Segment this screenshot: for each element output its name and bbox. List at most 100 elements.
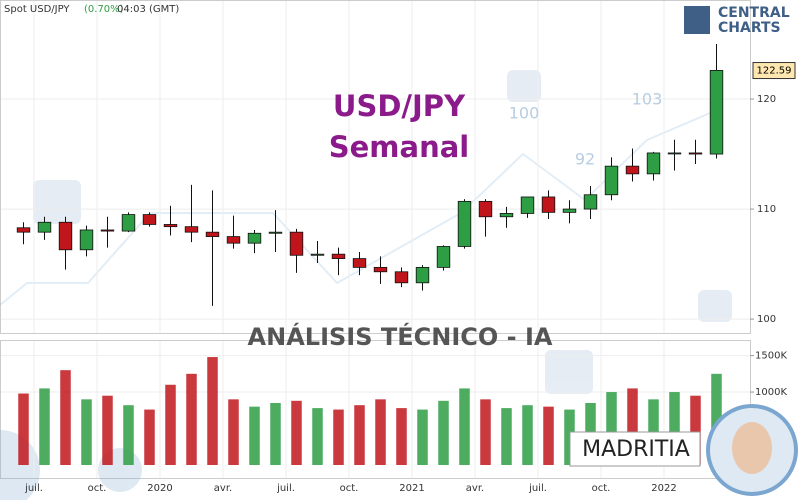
x-tick-label: avr. <box>466 483 484 494</box>
candle-body <box>436 246 451 268</box>
background-label: 103 <box>632 90 663 109</box>
candle-body <box>667 152 682 155</box>
candle-body <box>541 196 556 213</box>
volume-bar <box>333 409 344 465</box>
candle-body <box>394 271 409 284</box>
volume-bar <box>39 388 50 465</box>
candle-body <box>709 70 724 155</box>
volume-bar <box>60 370 71 465</box>
icon <box>507 70 541 102</box>
candle-body <box>583 194 598 210</box>
brand: CENTRAL <box>718 5 790 21</box>
volume-bar <box>270 403 281 465</box>
volume-bar <box>396 408 407 465</box>
candle-body <box>352 258 367 268</box>
candle-body <box>415 266 430 284</box>
banner: ANÁLISIS TÉCNICO - IA <box>248 322 553 351</box>
volume-bar <box>123 405 134 465</box>
icon <box>33 180 81 224</box>
volume-bar <box>228 399 239 465</box>
x-tick-label: 2020 <box>147 483 172 494</box>
volume-bar <box>543 406 554 465</box>
candle-body <box>562 208 577 213</box>
chart-subtitle: Semanal <box>329 130 470 164</box>
candle-body <box>289 231 304 256</box>
signature: MADRITIA <box>582 437 690 462</box>
last-price-label: 122.59 <box>757 66 792 77</box>
volume-bar <box>207 357 218 465</box>
volume-bar <box>711 373 722 465</box>
volume-bar <box>501 408 512 465</box>
volume-bar <box>459 388 470 465</box>
volume-bar <box>522 405 533 465</box>
change: (0.70%) <box>84 4 124 15</box>
y-tick-label: 120 <box>757 94 776 105</box>
x-tick-label: 2022 <box>651 483 676 494</box>
x-tick-label: juil. <box>528 483 547 494</box>
volume-bar <box>18 393 29 465</box>
candle-body <box>457 200 472 247</box>
brand-logo <box>684 6 710 34</box>
candle-body <box>373 266 388 273</box>
volume-bar <box>144 409 155 465</box>
background-label: 92 <box>575 150 595 169</box>
last-price-box <box>752 62 796 80</box>
grid <box>1 1 750 478</box>
y-tick-label: 100 <box>757 314 776 325</box>
candle-body <box>58 221 73 251</box>
instrument: Spot USD/JPY <box>4 4 70 15</box>
background-label: 100 <box>509 104 540 123</box>
price-panel <box>0 0 751 334</box>
volume-bar <box>417 409 428 465</box>
x-tick-label: juil. <box>276 483 295 494</box>
volume-bar <box>291 400 302 465</box>
candle-body <box>247 232 262 244</box>
volume-bar <box>186 373 197 465</box>
brand: CHARTS <box>718 20 781 36</box>
avatar-face <box>732 422 772 474</box>
candle-body <box>520 196 535 214</box>
candle-body <box>205 231 220 237</box>
volume-bar <box>669 392 680 465</box>
time: 04:03 (GMT) <box>117 4 179 15</box>
y-tick-label: 1000K <box>755 387 787 398</box>
volume-bar <box>81 399 92 465</box>
candle-body <box>625 165 640 175</box>
y-tick-label: 110 <box>757 204 776 215</box>
candle-body <box>37 221 52 233</box>
x-tick-label: 2021 <box>399 483 424 494</box>
volume-bar <box>690 395 701 465</box>
candle-body <box>310 253 325 256</box>
candle-body <box>688 152 703 155</box>
y-tick-label: 1500K <box>755 351 787 362</box>
x-tick-label: oct. <box>88 483 107 494</box>
candle-body <box>646 152 661 175</box>
volume-bar <box>102 395 113 465</box>
x-tick-label: juil. <box>24 483 43 494</box>
chart-title: USD/JPY <box>333 89 466 123</box>
candle-body <box>499 213 514 218</box>
candle-body <box>184 226 199 233</box>
icon <box>698 290 732 322</box>
candle-body <box>100 229 115 232</box>
candle-body <box>79 229 94 251</box>
volume-bar <box>627 388 638 465</box>
volume-bar <box>312 408 323 465</box>
x-tick-label: avr. <box>214 483 232 494</box>
candle-body <box>16 227 31 233</box>
volume-bar <box>354 405 365 465</box>
x-tick-label: oct. <box>592 483 611 494</box>
volume <box>18 357 722 465</box>
volume-bar <box>606 392 617 465</box>
candle-body <box>604 165 619 196</box>
icon <box>545 350 593 394</box>
icon <box>0 430 40 500</box>
candle-body <box>142 214 157 225</box>
candle-body <box>121 214 136 232</box>
volume-bar <box>480 399 491 465</box>
candle-body <box>331 253 346 259</box>
candle-body <box>163 224 178 228</box>
candle-body <box>268 231 283 234</box>
